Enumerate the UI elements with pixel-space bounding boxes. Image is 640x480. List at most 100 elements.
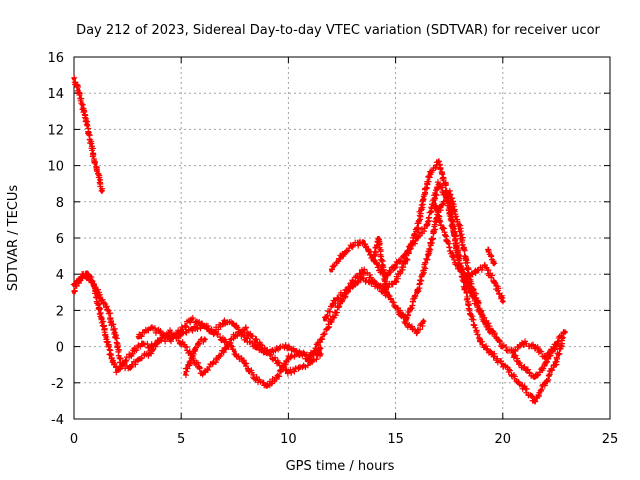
plus-marker — [442, 182, 449, 189]
plus-marker — [344, 287, 351, 294]
y-tick-label: -4 — [51, 413, 64, 428]
plus-marker — [70, 281, 77, 288]
plus-marker — [422, 265, 429, 272]
plus-marker — [532, 398, 539, 405]
plus-marker — [293, 348, 300, 355]
y-tick-label: 16 — [47, 51, 64, 66]
plus-marker — [536, 348, 543, 355]
y-tick-label: 10 — [47, 160, 64, 175]
plus-marker — [104, 306, 111, 313]
plus-marker — [435, 158, 442, 165]
plus-marker — [537, 387, 544, 394]
x-axis-label: GPS time / hours — [286, 459, 395, 474]
plus-marker — [309, 357, 316, 364]
plus-marker — [412, 292, 419, 299]
plus-marker — [133, 347, 140, 354]
plus-marker — [485, 325, 492, 332]
plus-marker — [558, 333, 565, 340]
plus-marker — [105, 343, 112, 350]
plus-marker — [220, 349, 227, 356]
plus-marker — [403, 255, 410, 262]
plus-marker — [242, 324, 249, 331]
plus-marker — [313, 356, 320, 363]
plus-marker — [405, 249, 412, 256]
plus-marker — [187, 319, 194, 326]
plus-marker — [371, 248, 378, 255]
plus-marker — [269, 355, 276, 362]
plus-marker — [416, 217, 423, 224]
plus-marker — [432, 164, 439, 171]
plus-marker — [184, 365, 191, 372]
plus-marker — [418, 202, 425, 209]
plus-marker — [196, 340, 203, 347]
plus-marker — [545, 355, 552, 362]
plus-marker — [447, 248, 454, 255]
plus-marker — [343, 248, 350, 255]
plus-marker — [506, 367, 513, 374]
plus-marker — [366, 271, 373, 278]
plus-marker — [98, 314, 105, 321]
plus-marker — [469, 316, 476, 323]
plus-marker — [413, 330, 420, 337]
plus-marker — [187, 357, 194, 364]
plus-marker — [417, 277, 424, 284]
plus-marker — [196, 364, 203, 371]
y-tick-label: -2 — [51, 377, 64, 392]
plus-marker — [304, 362, 311, 369]
plus-marker — [436, 217, 443, 224]
plus-marker — [497, 358, 504, 365]
plus-marker — [276, 373, 283, 380]
y-tick-label: 2 — [56, 304, 64, 319]
y-tick-label: 14 — [47, 87, 64, 102]
plus-marker — [89, 147, 96, 154]
plus-marker — [321, 331, 328, 338]
plus-marker — [530, 341, 537, 348]
plus-marker — [90, 151, 97, 158]
plus-marker — [99, 296, 106, 303]
plus-marker — [282, 341, 289, 348]
plus-marker — [188, 355, 195, 362]
plus-marker — [499, 298, 506, 305]
plus-marker — [449, 213, 456, 220]
plus-marker — [155, 338, 162, 345]
x-tick-label: 10 — [280, 432, 297, 447]
plus-marker — [502, 344, 509, 351]
plus-marker — [484, 346, 491, 353]
plus-marker — [472, 324, 479, 331]
plus-marker — [328, 319, 335, 326]
plus-marker — [538, 386, 545, 393]
plus-marker — [431, 197, 438, 204]
plus-marker — [506, 366, 513, 373]
plus-marker — [400, 314, 407, 321]
plus-marker — [474, 331, 481, 338]
plus-marker — [201, 336, 208, 343]
plus-marker — [456, 221, 463, 228]
y-tick-label: 6 — [56, 232, 64, 247]
plus-marker — [404, 256, 411, 263]
plus-marker — [545, 376, 552, 383]
plus-marker — [466, 285, 473, 292]
plus-marker — [157, 328, 164, 335]
plus-marker — [275, 359, 282, 366]
y-tick-label: 4 — [56, 268, 64, 283]
plus-marker — [384, 289, 391, 296]
plus-marker — [446, 204, 453, 211]
plus-marker — [437, 165, 444, 172]
plus-marker — [427, 240, 434, 247]
plus-marker — [415, 233, 422, 240]
plus-marker — [471, 268, 478, 275]
chart-title: Day 212 of 2023, Sidereal Day-to-day VTE… — [76, 23, 600, 38]
plus-marker — [459, 234, 466, 241]
plus-marker — [460, 270, 467, 277]
plus-marker — [122, 357, 129, 364]
plus-marker — [167, 327, 174, 334]
plus-marker — [540, 365, 547, 372]
plus-marker — [148, 350, 155, 357]
plus-marker — [211, 329, 218, 336]
plus-marker — [91, 285, 98, 292]
plus-marker — [319, 335, 326, 342]
plus-marker — [77, 277, 84, 284]
plus-marker — [230, 346, 237, 353]
plus-marker — [314, 348, 321, 355]
